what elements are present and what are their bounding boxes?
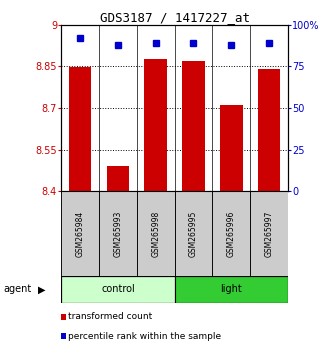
Bar xyxy=(99,191,137,276)
Text: GSM265993: GSM265993 xyxy=(114,210,122,257)
Text: control: control xyxy=(101,284,135,295)
Bar xyxy=(137,191,175,276)
Bar xyxy=(213,191,250,276)
Text: ▶: ▶ xyxy=(38,284,46,295)
Bar xyxy=(250,191,288,276)
Bar xyxy=(175,191,213,276)
Bar xyxy=(175,276,288,303)
Bar xyxy=(69,67,91,191)
Title: GDS3187 / 1417227_at: GDS3187 / 1417227_at xyxy=(100,11,250,24)
Text: GSM265984: GSM265984 xyxy=(75,211,85,257)
Bar xyxy=(258,69,280,191)
Text: GSM265998: GSM265998 xyxy=(151,211,160,257)
Text: GSM265995: GSM265995 xyxy=(189,210,198,257)
Text: transformed count: transformed count xyxy=(68,312,153,321)
Text: agent: agent xyxy=(3,284,31,295)
Bar xyxy=(107,166,129,191)
Bar xyxy=(220,105,243,191)
Text: percentile rank within the sample: percentile rank within the sample xyxy=(68,332,221,341)
Text: GSM265997: GSM265997 xyxy=(264,210,274,257)
Text: GSM265996: GSM265996 xyxy=(227,210,236,257)
Bar xyxy=(144,59,167,191)
Bar xyxy=(61,276,175,303)
Bar xyxy=(182,61,205,191)
Bar xyxy=(61,191,99,276)
Text: light: light xyxy=(220,284,242,295)
